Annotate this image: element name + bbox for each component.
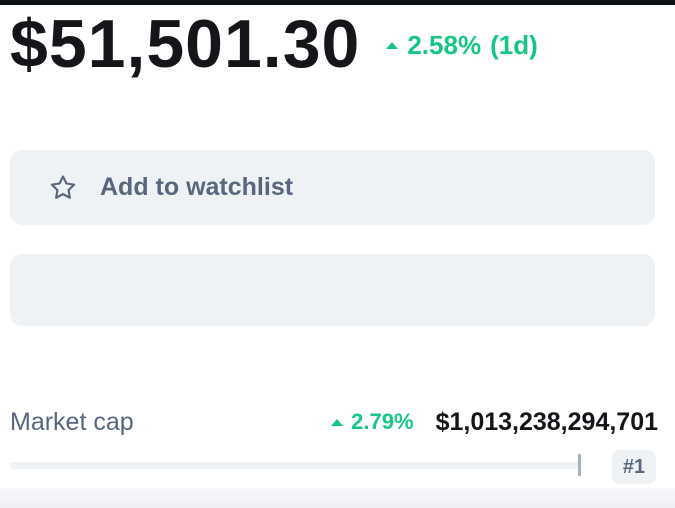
current-price: $51,501.30 xyxy=(10,6,361,82)
market-cap-value: $1,013,238,294,701 xyxy=(435,407,658,436)
caret-up-icon xyxy=(386,41,399,49)
watchlist-label: Add to watchlist xyxy=(100,173,294,201)
market-cap-label: Market cap xyxy=(10,407,134,436)
top-border xyxy=(0,0,675,5)
price-change-percent: 2.58% xyxy=(407,29,482,60)
price-row: $51,501.30 2.58% (1d) xyxy=(10,8,538,80)
star-outline-icon xyxy=(48,173,78,203)
bottom-edge xyxy=(0,488,675,508)
caret-up-icon xyxy=(331,418,344,426)
rank-progress-track xyxy=(10,462,580,469)
market-cap-row: Market cap 2.79% $1,013,238,294,701 xyxy=(10,402,658,442)
placeholder-box xyxy=(10,254,655,326)
price-change-period: (1d) xyxy=(490,29,538,60)
price-change: 2.58% (1d) xyxy=(386,29,538,61)
market-cap-change-percent: 2.79% xyxy=(351,409,414,434)
rank-progress-marker xyxy=(578,454,581,476)
market-cap-change: 2.79% xyxy=(331,409,414,435)
add-to-watchlist-button[interactable]: Add to watchlist xyxy=(10,150,655,225)
rank-badge: #1 xyxy=(612,450,656,484)
